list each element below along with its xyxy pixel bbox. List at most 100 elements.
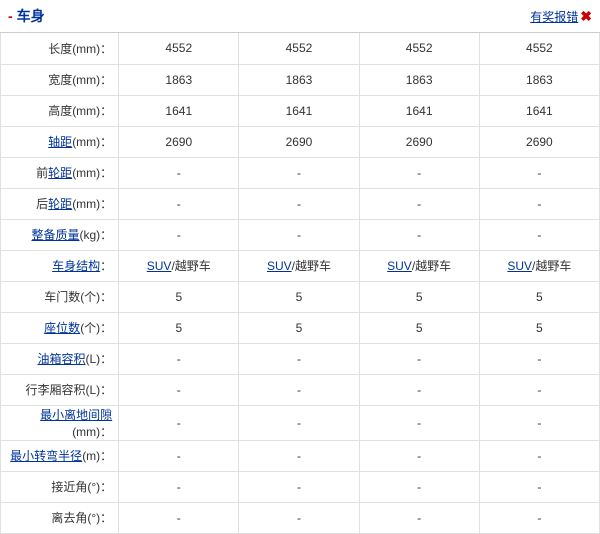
label-link[interactable]: 最小转弯半径 (10, 449, 82, 463)
data-cell: - (479, 502, 599, 533)
data-cell: - (359, 219, 479, 250)
value-link[interactable]: SUV (147, 259, 172, 273)
data-cell: SUV/越野车 (359, 250, 479, 281)
report-error-link[interactable]: 有奖报错 (530, 8, 578, 25)
data-cell: - (359, 188, 479, 219)
data-cell: - (479, 405, 599, 440)
close-icon[interactable]: ✖ (580, 8, 592, 25)
table-row: 最小离地间隙(mm)：---- (1, 405, 600, 440)
data-cell: - (359, 471, 479, 502)
data-cell: SUV/越野车 (479, 250, 599, 281)
row-label: 后轮距(mm)： (1, 188, 119, 219)
section-header: -车身 有奖报错 ✖ (0, 0, 600, 33)
table-row: 车门数(个)：5555 (1, 281, 600, 312)
value-link[interactable]: SUV (387, 259, 412, 273)
data-cell: - (239, 374, 359, 405)
data-cell: 2690 (359, 126, 479, 157)
data-cell: - (479, 157, 599, 188)
data-cell: 2690 (479, 126, 599, 157)
label-link[interactable]: 最小离地间隙 (40, 408, 112, 422)
row-label: 座位数(个)： (1, 312, 119, 343)
data-cell: - (479, 374, 599, 405)
data-cell: - (239, 440, 359, 471)
data-cell: 1641 (119, 95, 239, 126)
table-row: 前轮距(mm)：---- (1, 157, 600, 188)
label-link[interactable]: 轮距 (48, 166, 72, 180)
data-cell: - (239, 405, 359, 440)
data-cell: SUV/越野车 (119, 250, 239, 281)
data-cell: SUV/越野车 (239, 250, 359, 281)
data-cell: 1863 (119, 64, 239, 95)
data-cell: - (239, 471, 359, 502)
label-link[interactable]: 轴距 (48, 135, 72, 149)
data-cell: 4552 (239, 33, 359, 64)
row-label: 车门数(个)： (1, 281, 119, 312)
data-cell: - (119, 440, 239, 471)
data-cell: - (239, 219, 359, 250)
data-cell: 5 (359, 281, 479, 312)
row-label: 最小转弯半径(m)： (1, 440, 119, 471)
row-label: 行李厢容积(L)： (1, 374, 119, 405)
data-cell: - (479, 219, 599, 250)
data-cell: - (359, 440, 479, 471)
data-cell: - (239, 188, 359, 219)
table-row: 轴距(mm)：2690269026902690 (1, 126, 600, 157)
label-link[interactable]: 油箱容积 (38, 352, 86, 366)
data-cell: 5 (359, 312, 479, 343)
row-label: 前轮距(mm)： (1, 157, 119, 188)
data-cell: 1863 (239, 64, 359, 95)
data-cell: - (119, 471, 239, 502)
value-link[interactable]: SUV (507, 259, 532, 273)
data-cell: - (359, 343, 479, 374)
data-cell: 5 (119, 281, 239, 312)
table-row: 离去角(°)：---- (1, 502, 600, 533)
label-link[interactable]: 整备质量 (32, 228, 80, 242)
table-row: 最小转弯半径(m)：---- (1, 440, 600, 471)
table-row: 整备质量(kg)：---- (1, 219, 600, 250)
table-row: 高度(mm)：1641164116411641 (1, 95, 600, 126)
table-row: 行李厢容积(L)：---- (1, 374, 600, 405)
data-cell: 5 (479, 281, 599, 312)
data-cell: - (239, 157, 359, 188)
data-cell: 2690 (119, 126, 239, 157)
dash-icon: - (8, 8, 13, 24)
data-cell: - (119, 188, 239, 219)
data-cell: - (119, 374, 239, 405)
data-cell: 4552 (479, 33, 599, 64)
row-label: 接近角(°)： (1, 471, 119, 502)
data-cell: 5 (239, 281, 359, 312)
data-cell: 5 (119, 312, 239, 343)
report-link-wrap: 有奖报错 ✖ (530, 8, 592, 25)
row-label: 车身结构： (1, 250, 119, 281)
table-row: 车身结构：SUV/越野车SUV/越野车SUV/越野车SUV/越野车 (1, 250, 600, 281)
data-cell: - (359, 502, 479, 533)
data-cell: - (119, 405, 239, 440)
table-row: 长度(mm)：4552455245524552 (1, 33, 600, 64)
value-link[interactable]: SUV (267, 259, 292, 273)
data-cell: - (359, 405, 479, 440)
label-link[interactable]: 车身结构 (52, 259, 100, 273)
data-cell: - (359, 157, 479, 188)
data-cell: - (239, 343, 359, 374)
data-cell: - (479, 440, 599, 471)
row-label: 宽度(mm)： (1, 64, 119, 95)
table-row: 油箱容积(L)：---- (1, 343, 600, 374)
row-label: 离去角(°)： (1, 502, 119, 533)
data-cell: 2690 (239, 126, 359, 157)
title-text: 车身 (17, 8, 45, 24)
row-label: 油箱容积(L)： (1, 343, 119, 374)
data-cell: 1863 (479, 64, 599, 95)
data-cell: 1641 (479, 95, 599, 126)
data-cell: - (479, 471, 599, 502)
data-cell: 4552 (359, 33, 479, 64)
data-cell: - (119, 343, 239, 374)
row-label: 轴距(mm)： (1, 126, 119, 157)
row-label: 高度(mm)： (1, 95, 119, 126)
label-link[interactable]: 座位数 (44, 321, 80, 335)
row-label: 长度(mm)： (1, 33, 119, 64)
label-link[interactable]: 轮距 (48, 197, 72, 211)
data-cell: 1863 (359, 64, 479, 95)
data-cell: - (119, 157, 239, 188)
data-cell: - (479, 188, 599, 219)
data-cell: 4552 (119, 33, 239, 64)
